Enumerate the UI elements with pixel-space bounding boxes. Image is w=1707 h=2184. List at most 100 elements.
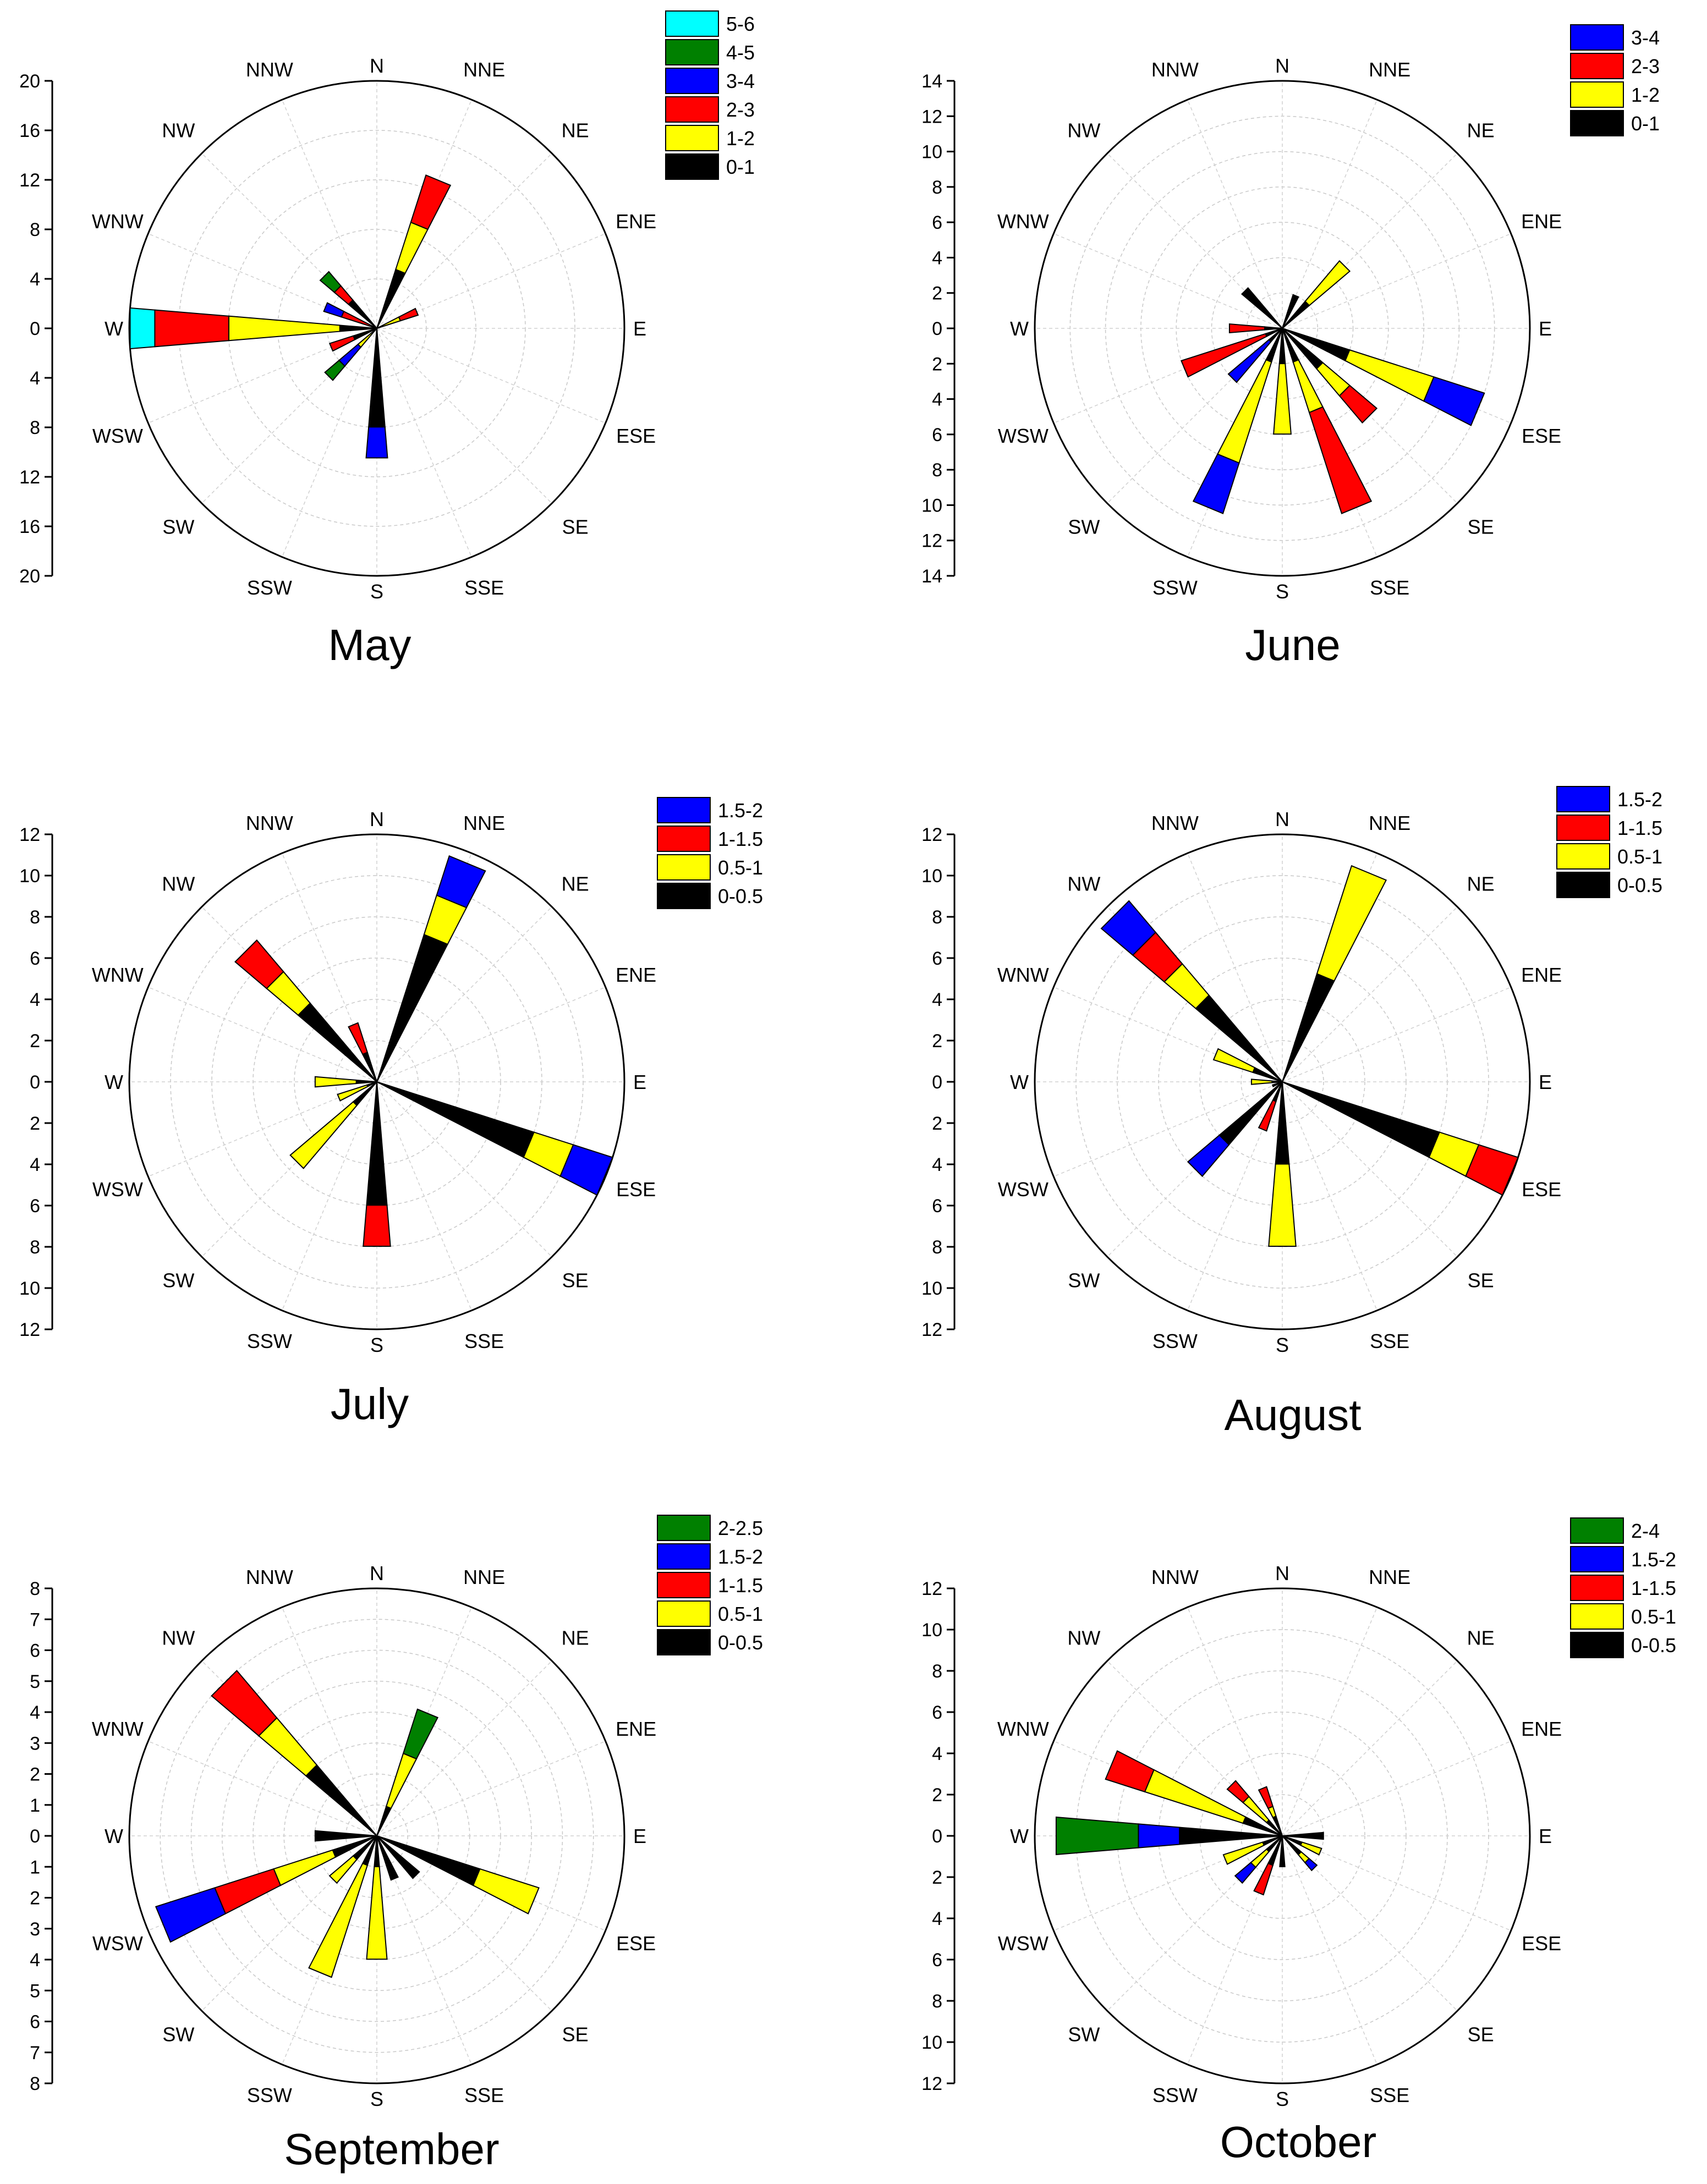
panel-caption: May: [328, 620, 411, 669]
wind-rose-bar-segment: [1100, 900, 1157, 956]
direction-label: S: [370, 580, 383, 603]
polar-grid-ring: [190, 1649, 563, 2022]
axis-tick-label: 4: [30, 1950, 40, 1971]
legend-label: 0-1: [1631, 112, 1660, 135]
wind-rose-bar-segment: [129, 307, 156, 350]
polar-grid-spoke: [1282, 1660, 1458, 1836]
direction-label: WSW: [92, 425, 143, 447]
wind-rose-bar-segment: [1227, 339, 1272, 383]
legend-swatch: [1556, 815, 1610, 841]
axis-tick-label: 2: [932, 1867, 942, 1888]
axis-tick-label: 0: [932, 318, 942, 339]
axis-tick-label: 2: [30, 1888, 40, 1909]
axis-tick-label: 4: [932, 1154, 942, 1175]
wind-rose-bar-segment: [1228, 323, 1265, 334]
axis-tick-label: 2: [932, 1113, 942, 1134]
legend-label: 0-1: [726, 156, 755, 178]
axis-tick-label: 12: [19, 467, 40, 488]
direction-label: WNW: [92, 210, 144, 233]
direction-label: NNE: [463, 1566, 505, 1588]
wind-rose-bar-segment: [314, 1076, 357, 1088]
wind-rose-bar-segment: [323, 302, 345, 318]
axis-tick-label: 6: [932, 1702, 942, 1723]
polar-grid-spoke: [147, 1741, 377, 1836]
direction-label: NW: [1067, 119, 1100, 141]
direction-label: N: [1275, 1562, 1289, 1585]
wind-rose-bar-segment: [376, 1835, 420, 1879]
axis-tick-label: 1: [30, 1857, 40, 1878]
axis-tick-label: 14: [921, 71, 942, 92]
axis-tick-label: 6: [30, 1641, 40, 1662]
direction-label: ESE: [1522, 425, 1561, 447]
axis-tick-label: 6: [932, 1196, 942, 1217]
polar-grid-spoke: [376, 328, 552, 504]
direction-label: W: [105, 317, 123, 340]
direction-label: NE: [562, 1626, 589, 1649]
polar-grid-spoke: [147, 328, 377, 423]
direction-label: NNE: [1369, 58, 1410, 81]
legend-label: 1.5-2: [1631, 1548, 1676, 1571]
legend-label: 0-0.5: [1617, 874, 1662, 896]
legend-swatch: [665, 39, 719, 65]
wind-rose-bar-segment: [1138, 1823, 1181, 1849]
direction-label: NNW: [1151, 1566, 1199, 1588]
direction-label: W: [105, 1825, 123, 1847]
axis-tick-label: 7: [30, 2043, 40, 2064]
wind-rose-bar-segment: [1212, 1048, 1256, 1074]
axis-tick-label: 10: [921, 1620, 942, 1641]
wind-rose-bar-segment: [211, 1670, 278, 1737]
axis-tick-label: 3: [30, 1733, 40, 1754]
axis-tick-label: 10: [921, 866, 942, 887]
axis-tick-label: 2: [30, 1031, 40, 1052]
wind-rose-panel: N NNE NE ENE E ESE SE SSE S SSW SW WSW W WNW NW NNW 8 7 6 5…: [30, 1515, 763, 2174]
axis-tick-label: 0: [932, 1826, 942, 1847]
axis-tick-label: 8: [932, 1661, 942, 1682]
axis-tick-label: 4: [932, 989, 942, 1010]
wind-rose-bar-segment: [1258, 1099, 1277, 1132]
wind-rose-bar-segment: [289, 1101, 358, 1169]
panel-caption: July: [331, 1379, 409, 1428]
legend-swatch: [665, 68, 719, 94]
direction-label: NW: [162, 1626, 195, 1649]
polar-grid-spoke: [376, 328, 606, 423]
wind-rose-bar-segment: [1250, 1079, 1273, 1085]
legend-swatch: [657, 1572, 711, 1598]
axis-tick-label: 10: [19, 866, 40, 887]
legend-label: 1.5-2: [1617, 788, 1662, 811]
axis-tick-label: 10: [19, 1278, 40, 1299]
direction-label: ENE: [1521, 210, 1562, 233]
polar-grid-spoke: [1053, 233, 1283, 329]
direction-label: NNW: [246, 812, 293, 834]
direction-label: SSW: [247, 2084, 292, 2106]
legend-swatch: [1570, 1575, 1624, 1601]
legend-label: 0-0.5: [718, 885, 763, 907]
axis-tick-label: 6: [932, 948, 942, 969]
axis-tick-label: 12: [921, 824, 942, 845]
direction-label: N: [370, 1562, 384, 1585]
legend-swatch: [657, 797, 711, 823]
legend-label: 0.5-1: [1631, 1605, 1676, 1628]
direction-label: SSW: [1152, 1330, 1198, 1352]
polar-grid-spoke: [147, 233, 377, 329]
direction-label: SW: [1068, 1269, 1100, 1292]
axis-tick-label: 14: [921, 566, 942, 587]
legend-swatch: [1570, 1517, 1624, 1544]
direction-label: ENE: [1521, 1718, 1562, 1740]
wind-rose-panel: N NNE NE ENE E ESE SE SSE S SSW SW WSW W WNW NW NNW 12 10…: [19, 797, 763, 1428]
wind-rose-bar-segment: [1105, 1750, 1155, 1793]
direction-label: SSW: [247, 576, 292, 599]
polar-grid-spoke: [1187, 1081, 1283, 1311]
axis-tick-label: 8: [932, 1237, 942, 1258]
legend-swatch: [1570, 81, 1624, 108]
polar-grid-spoke: [1053, 987, 1283, 1082]
axis-tick-label: 8: [932, 460, 942, 481]
wind-rose-bar-segment: [363, 1204, 391, 1247]
wind-rose-bar-segment: [472, 1868, 540, 1915]
polar-grid-spoke: [201, 1835, 377, 2011]
polar-grid-spoke: [1107, 1835, 1283, 2011]
wind-rose-bar-segment: [319, 271, 342, 293]
axis-tick-label: 2: [932, 283, 942, 304]
direction-label: SSW: [1152, 576, 1198, 599]
axis-tick-label: 4: [30, 368, 40, 389]
direction-label: E: [633, 1825, 646, 1847]
